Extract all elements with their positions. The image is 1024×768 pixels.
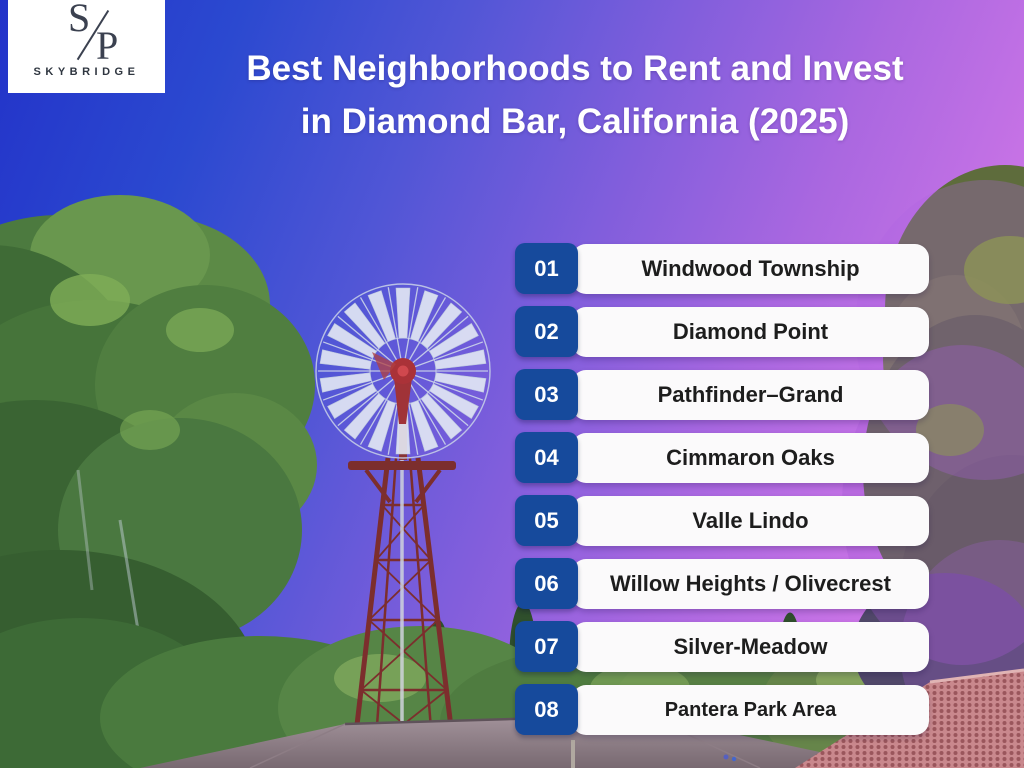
monogram-letter-s: S xyxy=(68,0,91,40)
neighborhood-pill: Windwood Township xyxy=(572,244,929,294)
left-tree xyxy=(0,195,317,768)
title-line-1: Best Neighborhoods to Rent and Invest xyxy=(246,49,904,88)
skybridge-logo: S P SKYBRIDGE xyxy=(8,0,165,93)
list-item: Pantera Park Area 08 xyxy=(515,684,931,735)
list-item: Pathfinder–Grand 03 xyxy=(515,369,931,420)
page-title: Best Neighborhoods to Rent and Invest in… xyxy=(165,42,985,148)
logo-brand-text: SKYBRIDGE xyxy=(33,66,140,78)
windmill-illustration xyxy=(315,283,491,768)
list-item: Silver-Meadow 07 xyxy=(515,621,931,672)
windmill-platform xyxy=(348,461,456,504)
neighborhood-pill: Pathfinder–Grand xyxy=(572,370,929,420)
rank-badge: 03 xyxy=(515,369,578,420)
list-item: Willow Heights / Olivecrest 06 xyxy=(515,558,931,609)
list-item: Windwood Township 01 xyxy=(515,243,931,294)
rank-badge: 05 xyxy=(515,495,578,546)
monogram-letter-p: P xyxy=(96,23,119,68)
neighborhood-pill: Silver-Meadow xyxy=(572,622,929,672)
rank-badge: 02 xyxy=(515,306,578,357)
neighborhood-pill: Valle Lindo xyxy=(572,496,929,546)
neighborhood-pill: Pantera Park Area xyxy=(572,685,929,735)
list-item: Cimmaron Oaks 04 xyxy=(515,432,931,483)
title-line-2: in Diamond Bar, California (2025) xyxy=(300,102,850,141)
rank-badge: 01 xyxy=(515,243,578,294)
rank-badge: 04 xyxy=(515,432,578,483)
rank-badge: 08 xyxy=(515,684,578,735)
neighborhood-list: Windwood Township 01 Diamond Point 02 Pa… xyxy=(515,243,931,747)
windmill-wheel xyxy=(315,283,491,459)
neighborhood-pill: Cimmaron Oaks xyxy=(572,433,929,483)
list-item: Valle Lindo 05 xyxy=(515,495,931,546)
logo-monogram: S P xyxy=(8,0,165,66)
neighborhood-pill: Diamond Point xyxy=(572,307,929,357)
list-item: Diamond Point 02 xyxy=(515,306,931,357)
rank-badge: 06 xyxy=(515,558,578,609)
rank-badge: 07 xyxy=(515,621,578,672)
neighborhood-pill: Willow Heights / Olivecrest xyxy=(572,559,929,609)
